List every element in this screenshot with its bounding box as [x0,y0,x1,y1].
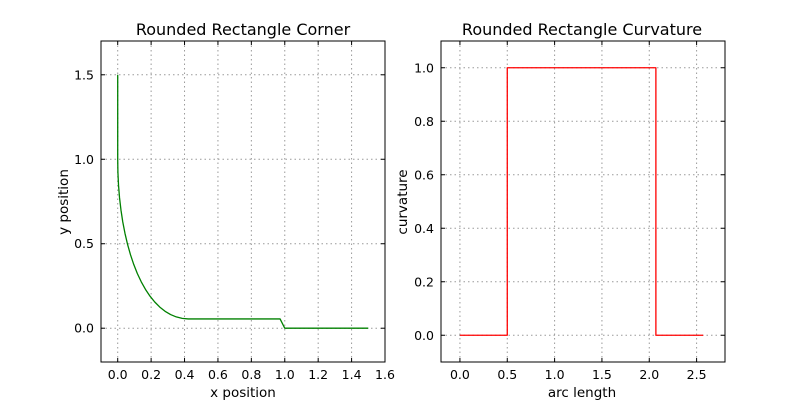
corner-x-tick-label: 0.0 [108,367,128,382]
curvature-y-tick-label: 1.0 [414,60,434,75]
curvature-y-tick-label: 0.8 [414,114,434,129]
curvature-x-tick-label: 2.5 [687,367,707,382]
corner-y-axis-label: y position [56,169,72,235]
curvature-y-tick-label: 0.2 [414,274,434,289]
curvature-plot-frame [440,40,726,363]
corner-x-tick-label: 1.6 [375,367,395,382]
corner-y-tick-label: 1.0 [74,152,94,167]
corner-x-tick-label: 1.0 [275,367,295,382]
corner-x-tick-label: 0.2 [141,367,161,382]
curvature-x-tick-label: 0.5 [497,367,517,382]
curvature-x-tick-label: 1.0 [545,367,565,382]
curvature-y-tick-label: 0.0 [414,328,434,343]
corner-x-axis-label: x position [210,385,276,401]
curvature-chart: Rounded Rectangle Curvature arc length c… [395,20,726,401]
corner-y-tick-label: 1.5 [74,67,94,82]
curvature-y-tick-label: 0.4 [414,221,434,236]
corner-y-tick-label: 0.5 [74,236,94,251]
corner-x-tick-label: 0.8 [241,367,261,382]
curvature-series-line [459,67,704,336]
curvature-x-tick-label: 0.0 [450,367,470,382]
curvature-x-tick-label: 2.0 [639,367,659,382]
corner-y-tick-label: 0.0 [74,321,94,336]
corner-chart-title: Rounded Rectangle Corner [136,20,351,39]
curvature-x-tick-label: 1.5 [592,367,612,382]
corner-chart: Rounded Rectangle Corner x position y po… [56,20,395,401]
corner-x-tick-label: 0.6 [208,367,228,382]
corner-x-tick-label: 0.4 [175,367,195,382]
curvature-y-tick-label: 0.6 [414,167,434,182]
corner-x-tick-label: 1.4 [342,367,362,382]
corner-x-tick-label: 1.2 [308,367,328,382]
curvature-chart-title: Rounded Rectangle Curvature [462,20,702,39]
curvature-x-axis-label: arc length [548,385,616,401]
corner-plot-frame [100,40,386,363]
curvature-y-axis-label: curvature [395,169,411,234]
corner-series-line [117,74,369,329]
